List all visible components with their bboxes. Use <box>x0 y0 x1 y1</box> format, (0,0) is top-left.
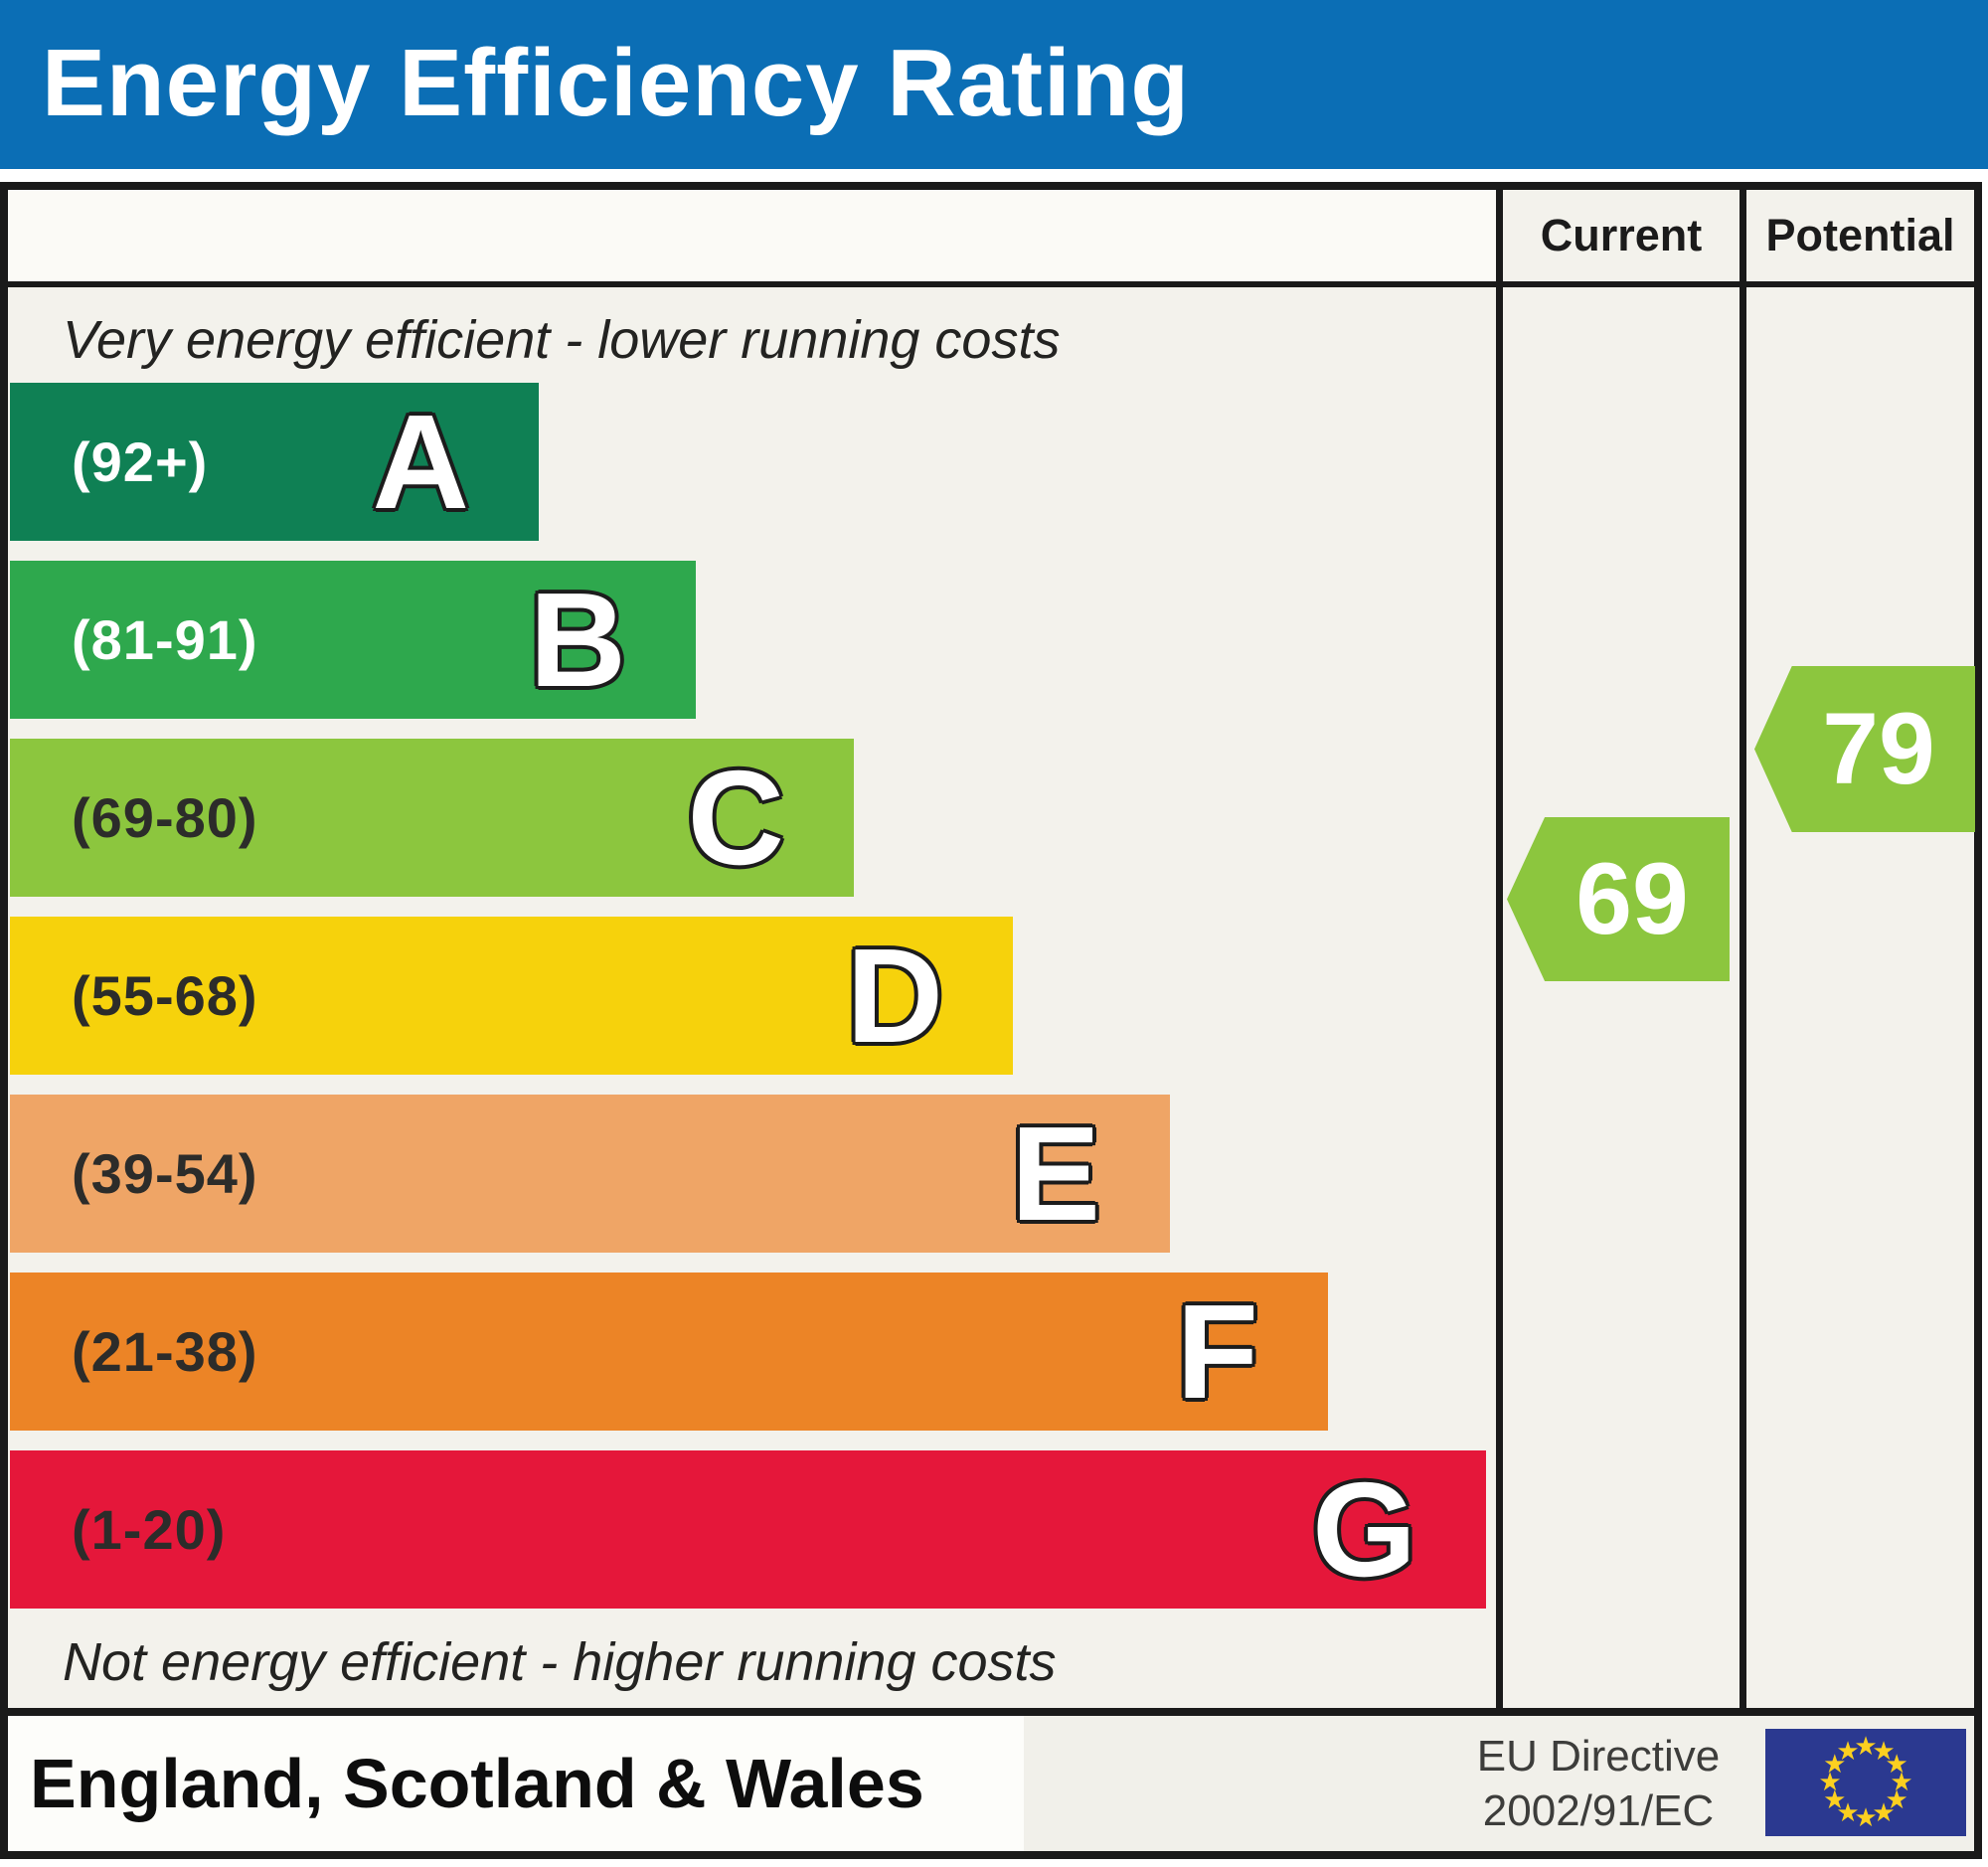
band-letter: F <box>1176 1276 1258 1427</box>
eu-flag-star: ★ <box>1885 1784 1908 1814</box>
band-range-label: (1-20) <box>72 1498 227 1561</box>
eu-directive-line2: 2002/91/EC <box>1482 1786 1715 1835</box>
band-row-f: (21-38) F <box>10 1273 1328 1431</box>
eu-flag-star: ★ <box>1823 1784 1847 1814</box>
band-letter: B <box>529 565 627 715</box>
band-letter: E <box>1010 1099 1100 1249</box>
band-range-label: (69-80) <box>72 786 258 849</box>
title-bar: Energy Efficiency Rating <box>0 0 1988 169</box>
header-current-cell: Current <box>1503 190 1740 281</box>
band-letter: C <box>687 743 785 893</box>
eu-flag-star: ★ <box>1854 1731 1878 1761</box>
band-row-a: (92+) A <box>10 383 539 541</box>
rating-table: Current Potential Very energy efficient … <box>0 182 1982 1859</box>
eu-directive-line1: EU Directive <box>1476 1732 1721 1781</box>
band-row-c: (69-80) C <box>10 739 854 897</box>
eu-flag-star: ★ <box>1872 1797 1896 1828</box>
current-rating-value: 69 <box>1575 842 1689 955</box>
region-label: England, Scotland & Wales <box>30 1745 924 1822</box>
eu-flag-star: ★ <box>1836 1797 1860 1828</box>
band-range-label: (39-54) <box>72 1142 258 1205</box>
eu-flag-star: ★ <box>1823 1749 1847 1779</box>
potential-rating-marker: 79 <box>1754 666 1975 832</box>
band-row-e: (39-54) E <box>10 1095 1170 1253</box>
eu-flag-star: ★ <box>1836 1735 1860 1766</box>
header-divider-line <box>8 281 1974 287</box>
current-column-header: Current <box>1540 210 1703 260</box>
band-range-label: (92+) <box>72 430 209 493</box>
band-range-label: (81-91) <box>72 608 258 671</box>
current-rating-column: 69 <box>1503 287 1740 1708</box>
eu-flag-star: ★ <box>1818 1767 1842 1796</box>
bottom-note: Not energy efficient - higher running co… <box>63 1632 1057 1692</box>
column-divider-current <box>1496 190 1503 1708</box>
page-title: Energy Efficiency Rating <box>42 30 1190 136</box>
footer-divider-line <box>8 1708 1974 1716</box>
potential-column-header: Potential <box>1765 210 1955 260</box>
eu-flag-star: ★ <box>1890 1767 1913 1796</box>
band-range-label: (55-68) <box>72 964 258 1027</box>
band-letter: A <box>372 387 470 537</box>
potential-rating-column: 79 <box>1746 287 1975 1708</box>
eu-flag-star: ★ <box>1872 1735 1896 1766</box>
band-row-b: (81-91) B <box>10 561 696 719</box>
potential-rating-value: 79 <box>1822 692 1935 805</box>
band-row-d: (55-68) D <box>10 917 1013 1075</box>
header-potential-cell: Potential <box>1746 190 1974 281</box>
band-letter: D <box>846 921 944 1071</box>
band-range-label: (21-38) <box>72 1320 258 1383</box>
band-letter: G <box>1311 1454 1416 1605</box>
eu-flag-star: ★ <box>1885 1749 1908 1779</box>
footer-row: England, Scotland & Wales EU Directive 2… <box>8 1716 1974 1851</box>
current-rating-marker: 69 <box>1507 817 1730 981</box>
band-row-g: (1-20) G <box>10 1450 1486 1609</box>
eu-directive-label: EU Directive 2002/91/EC <box>1449 1716 1747 1851</box>
column-divider-potential <box>1740 190 1746 1708</box>
eu-flag-star: ★ <box>1854 1802 1878 1832</box>
header-left-cell <box>8 190 1496 281</box>
eu-flag-icon: ★ ★ ★ ★ ★ ★ ★ ★ ★ ★ ★ ★ <box>1765 1729 1966 1836</box>
bands-area: Very energy efficient - lower running co… <box>8 287 1496 1708</box>
top-note: Very energy efficient - lower running co… <box>63 310 1061 370</box>
